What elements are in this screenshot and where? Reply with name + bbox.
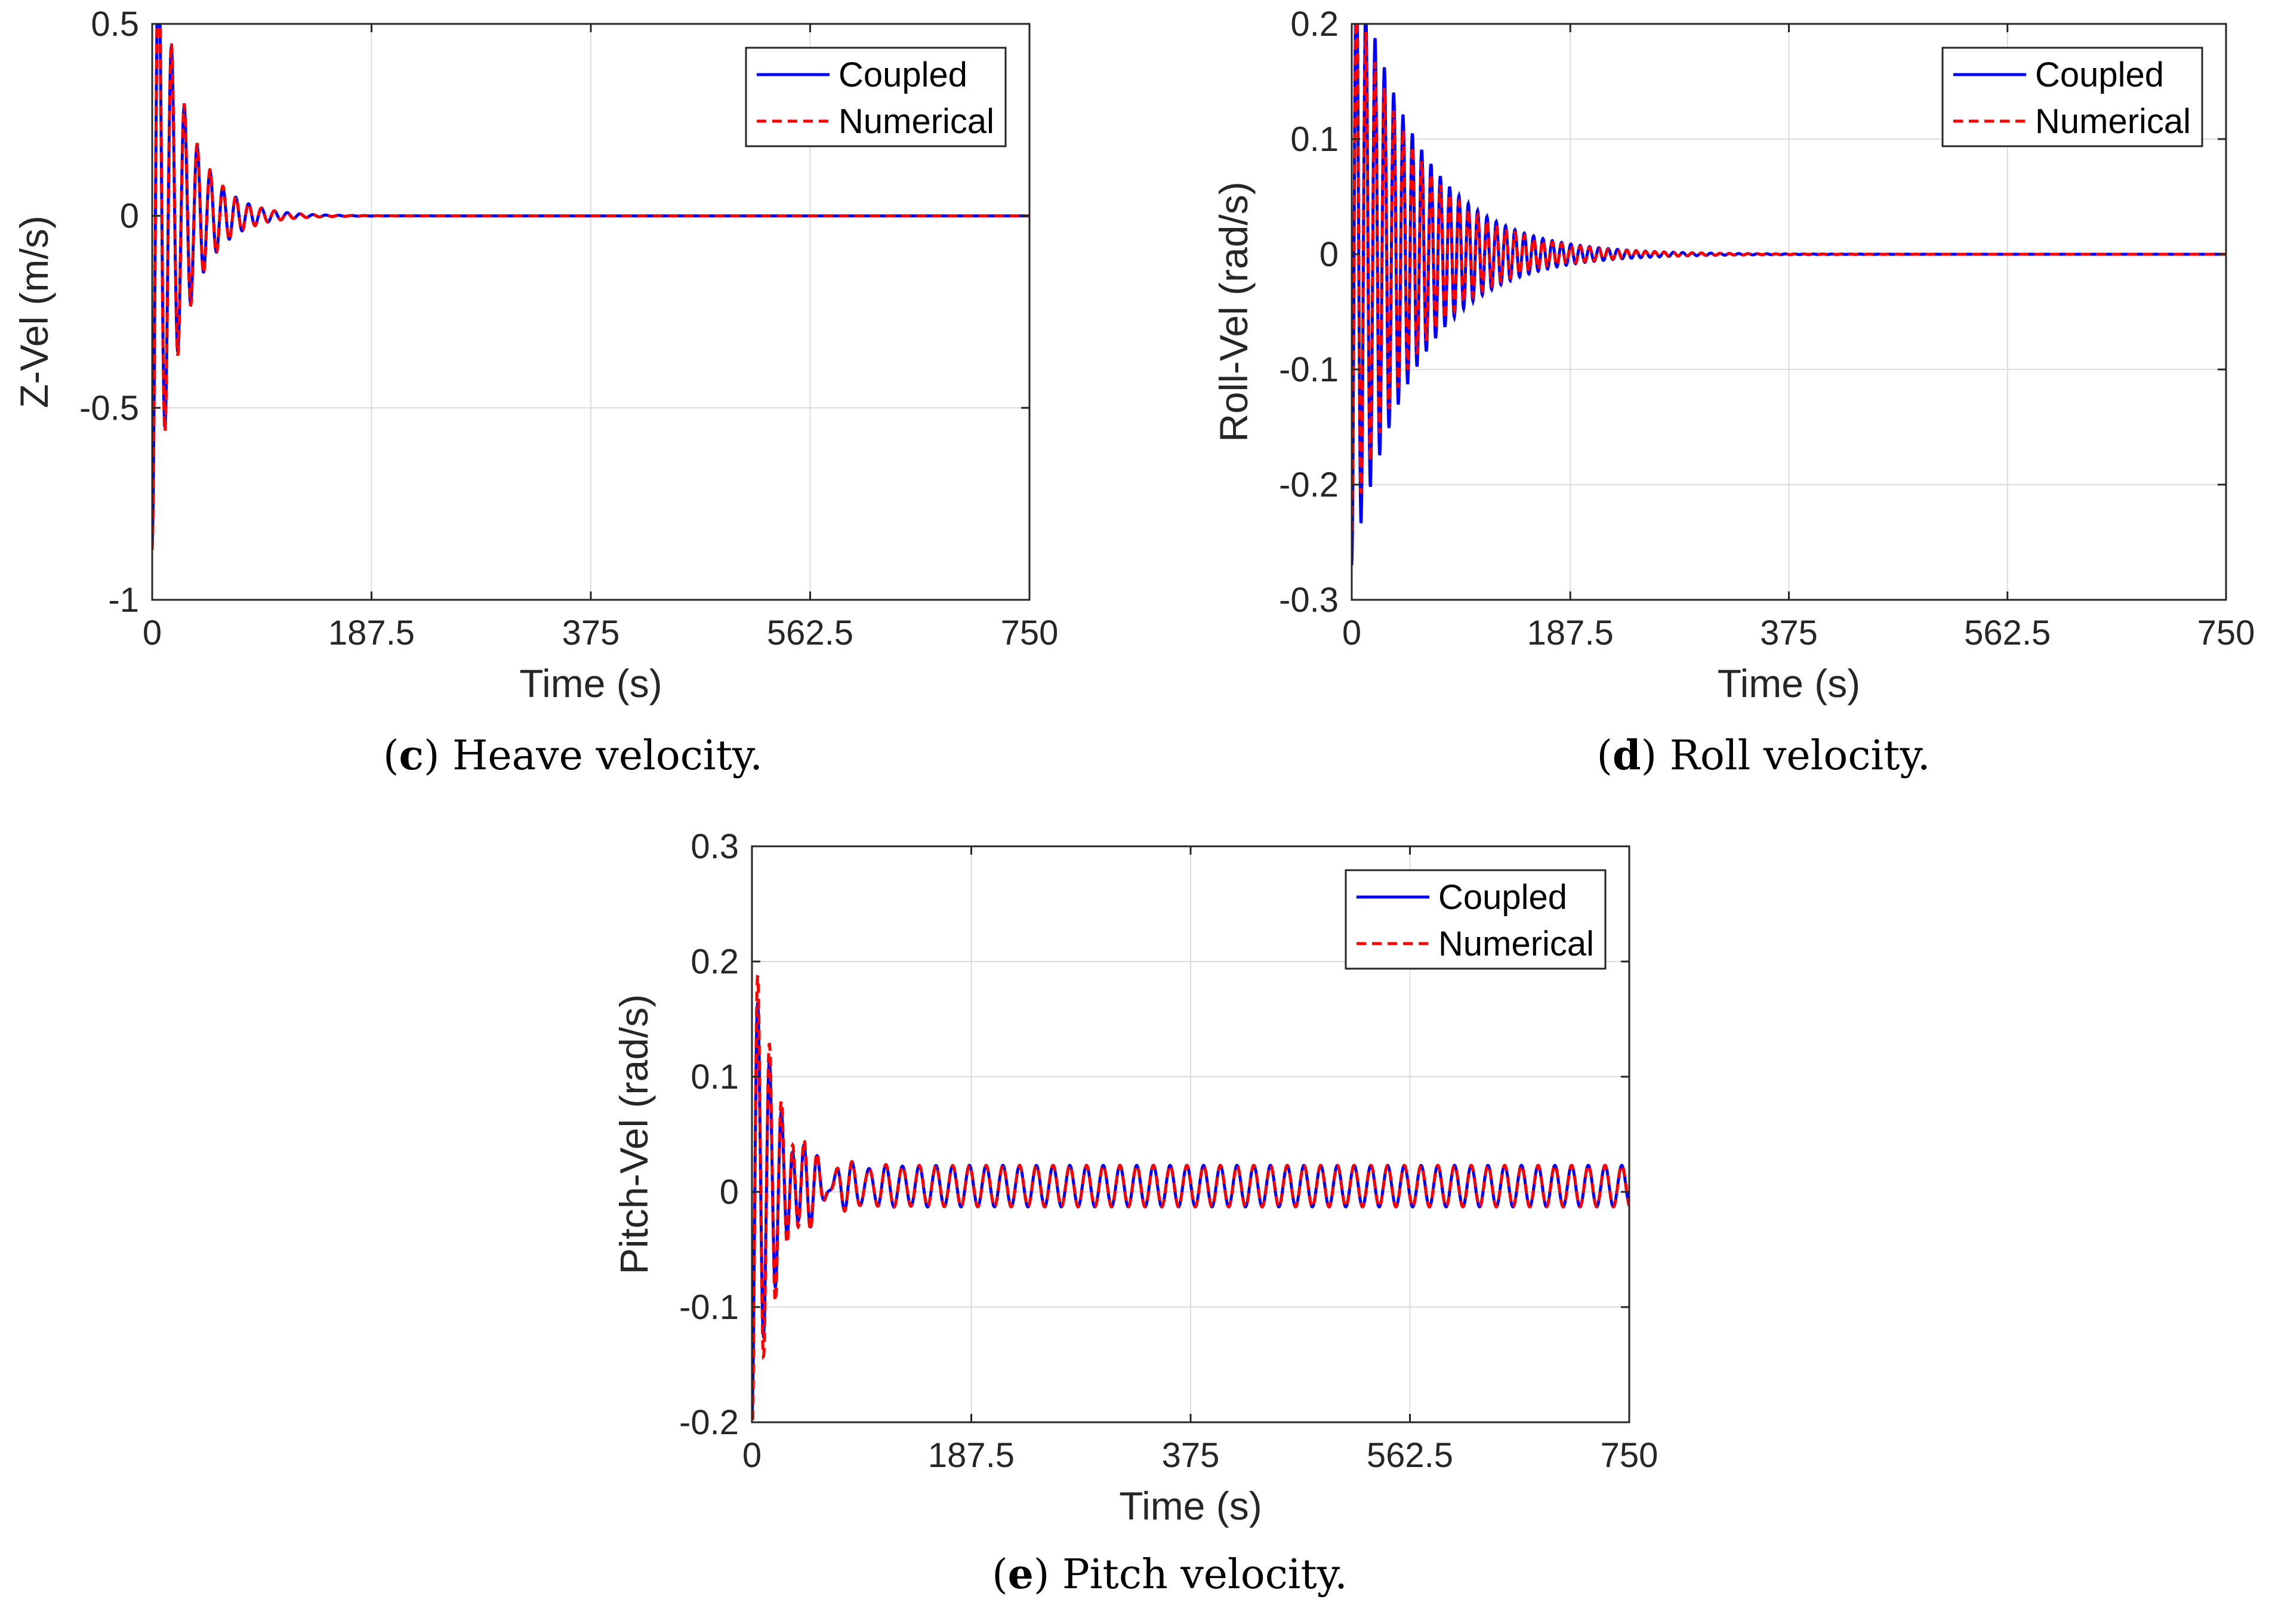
x-axis-label: Time (s) <box>1119 1484 1262 1528</box>
y-tick-label: -0.1 <box>679 1288 739 1327</box>
legend-box <box>1345 869 1607 970</box>
y-tick-label: -0.1 <box>1279 350 1339 389</box>
legend-label-numerical: Numerical <box>2035 102 2191 141</box>
x-tick-label: 375 <box>1162 1436 1220 1475</box>
y-tick-label: 0 <box>1320 235 1339 274</box>
caption-e-text: Pitch velocity. <box>1049 1551 1348 1598</box>
x-tick-label: 375 <box>1760 614 1818 652</box>
caption-d-letter: d <box>1613 732 1641 779</box>
y-tick-label: 0.2 <box>1290 5 1339 44</box>
legend-label-coupled: Coupled <box>838 56 967 94</box>
series-line-numerical <box>152 24 1029 550</box>
x-tick-label: 0 <box>742 1436 762 1475</box>
x-tick-label: 187.5 <box>928 1436 1015 1475</box>
caption-c: (c) Heave velocity. <box>383 732 763 779</box>
caption-e: (e) Pitch velocity. <box>992 1551 1348 1598</box>
caption-d: (d) Roll velocity. <box>1596 732 1931 779</box>
x-tick-label: 375 <box>562 614 620 652</box>
legend-box <box>1941 47 2203 147</box>
y-tick-label: -0.5 <box>79 389 139 427</box>
y-axis-label: Pitch-Vel (rad/s) <box>612 994 656 1274</box>
y-axis-label: Roll-Vel (rad/s) <box>1211 181 1256 442</box>
x-tick-label: 562.5 <box>767 614 853 652</box>
legend-e: Coupled Numerical <box>1345 869 1607 970</box>
legend-label-coupled: Coupled <box>2035 56 2164 94</box>
y-tick-label: 0 <box>720 1173 739 1212</box>
y-tick-label: 0 <box>120 197 139 236</box>
chart-e: 0 187.5 375 562.5 750 -0.2 -0.1 0 0.1 0.2 0.3 Time … <box>612 827 1658 1528</box>
caption-c-text: Heave velocity. <box>439 732 763 779</box>
x-tick-label: 750 <box>2197 614 2255 652</box>
legend-label-numerical: Numerical <box>1438 925 1594 963</box>
x-tick-label: 562.5 <box>1964 614 2051 652</box>
x-axis-label: Time (s) <box>1718 661 1861 705</box>
x-tick-label: 187.5 <box>1527 614 1614 652</box>
y-tick-label: 0.2 <box>690 942 739 981</box>
x-axis-label: Time (s) <box>519 661 662 705</box>
x-tick-label: 0 <box>1342 614 1361 652</box>
y-tick-label: -0.2 <box>679 1403 739 1442</box>
legend-box <box>745 47 1007 147</box>
caption-d-text: Roll velocity. <box>1657 732 1931 779</box>
caption-e-letter: e <box>1007 1551 1034 1598</box>
series-line-numerical <box>1352 24 2226 531</box>
chart-c: 0 187.5 375 562.5 750 -1 -0.5 0 0.5 Time (s) Z-Vel… <box>12 5 1059 705</box>
y-tick-label: -0.2 <box>1279 466 1339 504</box>
y-tick-label: 0.1 <box>1290 120 1339 159</box>
x-tick-label: 187.5 <box>328 614 415 652</box>
y-tick-label: 0.5 <box>91 5 139 44</box>
y-tick-label: -1 <box>108 581 139 620</box>
legend-label-coupled: Coupled <box>1438 878 1567 917</box>
x-tick-label: 750 <box>1601 1436 1658 1475</box>
x-tick-label: 0 <box>143 614 162 652</box>
x-tick-label: 750 <box>1001 614 1059 652</box>
legend-c: Coupled Numerical <box>745 47 1007 147</box>
chart-d: 0 187.5 375 562.5 750 -0.3 -0.2 -0.1 0 0.1 0.2 Time… <box>1211 5 2255 705</box>
legend-label-numerical: Numerical <box>838 102 994 141</box>
series-line-numerical <box>752 974 1629 1422</box>
y-tick-label: 0.1 <box>690 1058 739 1096</box>
x-tick-label: 562.5 <box>1367 1436 1453 1475</box>
caption-c-letter: c <box>399 732 424 779</box>
y-tick-label: -0.3 <box>1279 581 1339 620</box>
y-axis-label: Z-Vel (m/s) <box>12 215 56 408</box>
legend-d: Coupled Numerical <box>1941 47 2203 147</box>
y-tick-label: 0.3 <box>690 827 739 866</box>
